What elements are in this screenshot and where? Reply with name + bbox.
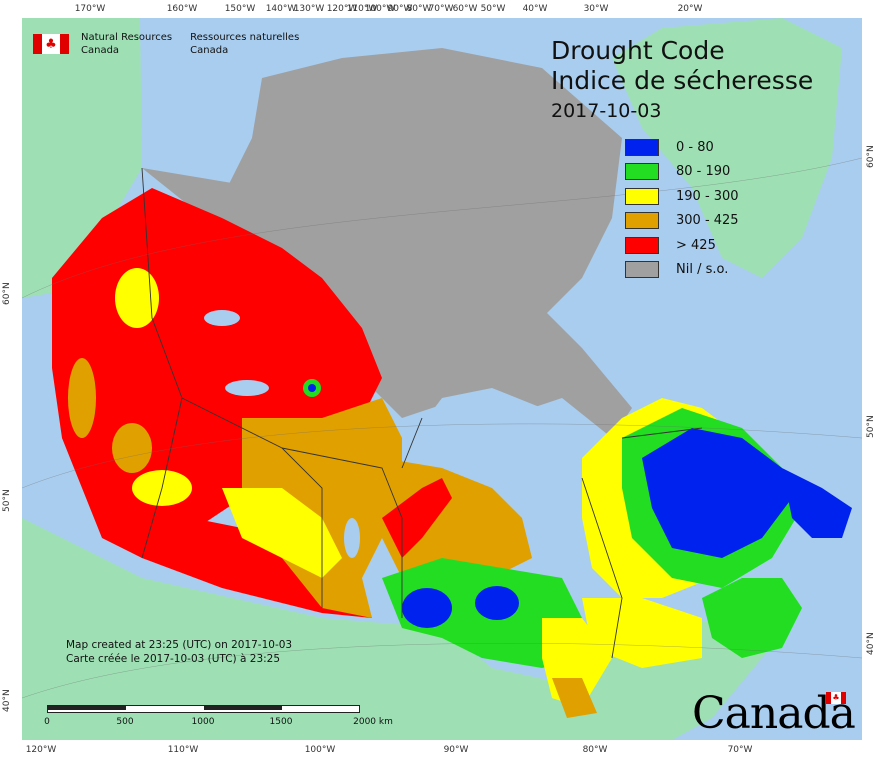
tick-top-0: 170°W: [74, 4, 106, 14]
legend-label: 300 - 425: [676, 213, 739, 229]
legend-label: 0 - 80: [676, 139, 714, 155]
nrcan-signature: ♣ Natural Resources Canada Ressources na…: [33, 31, 299, 57]
legend-swatch: [625, 187, 659, 205]
manitoba-orange: [382, 458, 532, 578]
legend-item: Nil / s.o.: [625, 258, 739, 283]
manitoba-red: [382, 478, 452, 558]
yukon-yellow: [115, 268, 159, 328]
tick-top-9: 80°W: [406, 4, 432, 14]
tick-top-13: 40°W: [522, 4, 548, 14]
legend-item: 80 - 190: [625, 160, 739, 185]
legend-swatch: [625, 236, 659, 254]
map-frame: [22, 18, 862, 740]
bc-coast-yellow: [68, 358, 96, 438]
credit-fr: Carte créée le 2017-10-03 (UTC) à 23:25: [66, 653, 281, 665]
lake-winnipeg: [344, 518, 360, 558]
tick-top-4: 130°W: [293, 4, 325, 14]
tick-top-12: 50°W: [480, 4, 506, 14]
agency-name-en: Natural Resources Canada: [81, 31, 172, 57]
tick-top-15: 20°W: [677, 4, 703, 14]
scale-label: 2000 km: [353, 717, 393, 727]
tick-bottom-0: 120°W: [25, 745, 57, 755]
legend-swatch: [625, 163, 659, 181]
agency-name-fr: Ressources naturelles Canada: [190, 31, 299, 57]
tick-top-11: 60°W: [452, 4, 478, 14]
great-bear-lake: [225, 380, 269, 396]
legend-label: Nil / s.o.: [676, 262, 729, 278]
legend-label: 80 - 190: [676, 164, 731, 180]
tick-top-14: 30°W: [583, 4, 609, 14]
legend-swatch: [625, 138, 659, 156]
tick-bottom-1: 110°W: [167, 745, 199, 755]
title-fr: Indice de sécheresse: [551, 66, 814, 95]
drought-code-map: [22, 18, 862, 740]
agency-en-line2: Canada: [81, 45, 120, 56]
scale-label: 500: [116, 717, 134, 727]
ontario-blue-1: [402, 588, 452, 628]
tick-right-1: 50°N: [866, 415, 876, 438]
maritimes-yellow: [582, 598, 702, 668]
provincial-borders: [141, 167, 703, 659]
scale-label: 1500: [269, 717, 293, 727]
agency-en-line1: Natural Resources: [81, 32, 173, 43]
tick-top-3: 140°W: [265, 4, 297, 14]
agency-fr-line1: Ressources naturelles: [190, 32, 300, 43]
tick-right-0: 60°N: [866, 145, 876, 168]
scale-segment: [48, 706, 126, 710]
agency-fr-line2: Canada: [190, 45, 229, 56]
tick-bottom-3: 90°W: [443, 745, 469, 755]
alaska-land: [22, 18, 142, 298]
ontario-south-orange: [552, 678, 597, 718]
great-slave-lake: [204, 310, 240, 326]
tick-bottom-5: 70°W: [727, 745, 753, 755]
tick-bottom-4: 80°W: [582, 745, 608, 755]
maritimes-green: [702, 578, 802, 658]
tick-top-10: 70°W: [428, 4, 454, 14]
legend-item: 0 - 80: [625, 135, 739, 160]
graticule-lines: [22, 157, 862, 699]
nwt-blue-dot: [308, 384, 316, 392]
wordmark-flag-icon: ♣: [826, 692, 846, 704]
prairies-yellow: [222, 488, 342, 578]
legend-item: > 425: [625, 233, 739, 258]
map-credit: Map created at 23:25 (UTC) on 2017-10-03…: [66, 638, 292, 666]
legend-label: 190 - 300: [676, 188, 739, 204]
map-title: Drought Code Indice de sécheresse 2017-1…: [551, 36, 813, 124]
tick-top-1: 160°W: [166, 4, 198, 14]
legend-swatch: [625, 212, 659, 230]
bc-interior-orange: [112, 423, 152, 473]
ontario-blue-2: [475, 586, 519, 620]
legend: 0 - 80 80 - 190 190 - 300 300 - 425 > 42…: [625, 135, 739, 282]
tick-top-2: 150°W: [224, 4, 256, 14]
scale-label: 0: [44, 717, 50, 727]
tick-bottom-2: 100°W: [304, 745, 336, 755]
title-en: Drought Code: [551, 36, 725, 65]
quebec-blue: [642, 428, 792, 558]
credit-en: Map created at 23:25 (UTC) on 2017-10-03: [66, 639, 293, 651]
tick-right-2: 40°N: [866, 632, 876, 655]
hudson-bay: [412, 388, 592, 508]
scale-label: 1000: [191, 717, 215, 727]
map-date: 2017-10-03: [551, 100, 662, 122]
tick-top-5: 120°W: [326, 4, 358, 14]
labrador-blue: [782, 468, 852, 538]
canada-flag-icon: ♣: [33, 34, 69, 54]
scale-segment: [204, 706, 282, 710]
tick-top-8: 90°W: [387, 4, 413, 14]
legend-label: > 425: [676, 237, 716, 253]
legend-item: 190 - 300: [625, 184, 739, 209]
legend-swatch: [625, 261, 659, 279]
greenland-land: [612, 18, 842, 278]
northern-mainland-grey: [142, 168, 632, 438]
tick-left-1: 50°N: [2, 489, 12, 512]
tick-top-6: 110°W: [346, 4, 378, 14]
tick-top-7: 100°W: [364, 4, 396, 14]
tick-left-2: 40°N: [2, 689, 12, 712]
tick-left-0: 60°N: [2, 282, 12, 305]
legend-item: 300 - 425: [625, 209, 739, 234]
scale-bar-graphic: [47, 705, 360, 713]
